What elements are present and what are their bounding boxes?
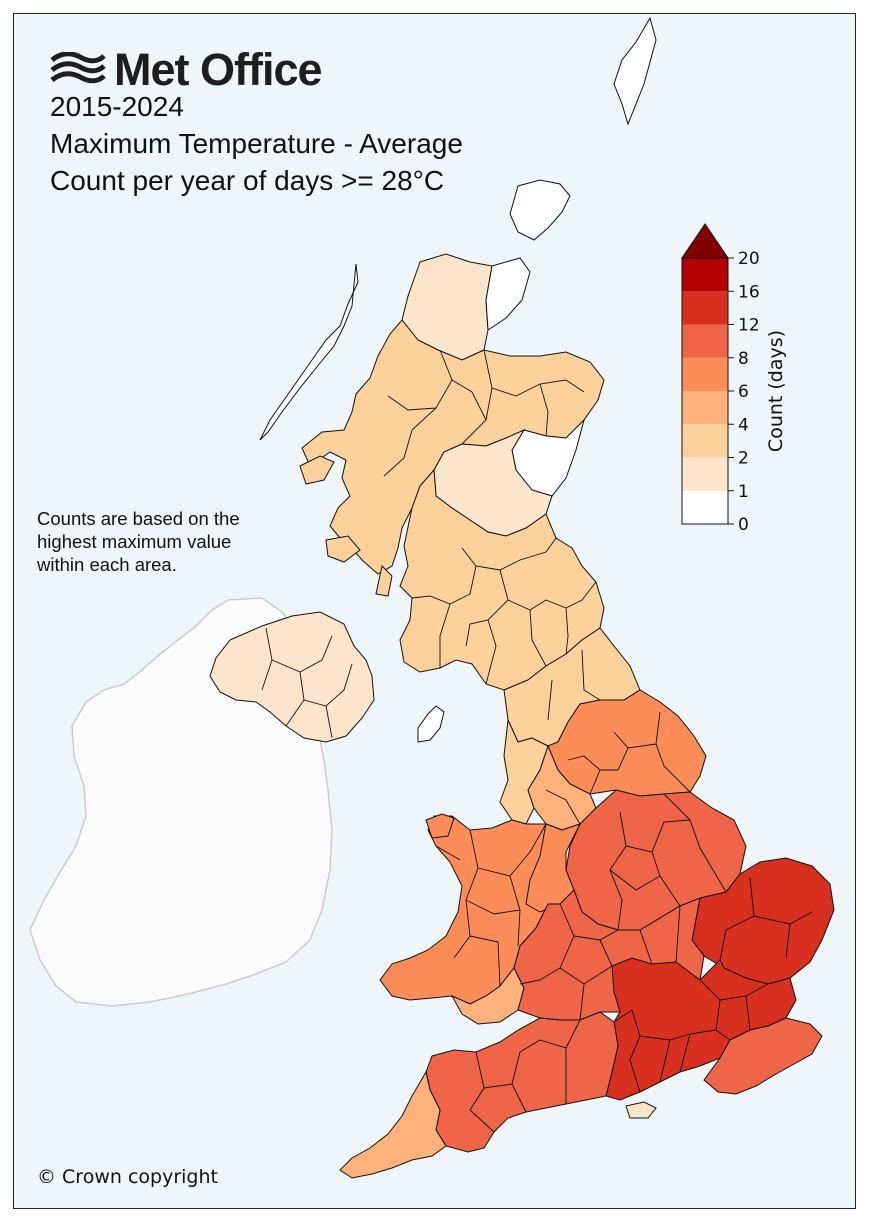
colorbar-bin xyxy=(682,424,728,458)
scotland-highlands xyxy=(301,319,605,575)
colorbar-tick-label: 4 xyxy=(738,415,749,435)
variable-title: Maximum Temperature - Average xyxy=(50,128,463,159)
england-midlands-boundaries xyxy=(609,793,727,931)
met-office-waves-icon xyxy=(50,52,106,84)
note-line: within each area. xyxy=(37,554,177,575)
map-titles: 2015-2024 Maximum Temperature - Average … xyxy=(50,88,463,199)
period-title: 2015-2024 xyxy=(50,91,184,122)
isle-of-man xyxy=(417,705,445,743)
note-line: highest maximum value xyxy=(37,531,232,552)
colorbar-tick-label: 0 xyxy=(738,515,749,535)
anglesey xyxy=(425,813,455,839)
isle-of-wight xyxy=(625,1101,657,1119)
colorbar-bin xyxy=(682,258,728,292)
colorbar-tick-label: 16 xyxy=(738,282,760,302)
east-anglia-boundaries xyxy=(719,877,813,961)
met-office-logo: Met Office xyxy=(50,44,323,96)
sw-boundaries xyxy=(469,1019,581,1133)
shetland xyxy=(613,16,657,126)
cornwall xyxy=(339,1070,447,1179)
crown-copyright: © Crown copyright xyxy=(37,1166,218,1188)
counts-note: Counts are based on the highest maximum … xyxy=(37,507,240,576)
wales-boundaries xyxy=(435,823,547,987)
note-line: Counts are based on the xyxy=(37,508,240,529)
colorbar-over-triangle xyxy=(681,223,729,259)
colorbar-tick-label: 1 xyxy=(738,482,749,502)
colorbar-bin xyxy=(682,324,728,358)
scotland-boundaries xyxy=(383,349,597,685)
colorbar-tick-label: 8 xyxy=(738,349,749,369)
colorbar-bin xyxy=(682,457,728,491)
colorbar-axis-label: Count (days) xyxy=(765,330,787,452)
kent xyxy=(703,1017,823,1095)
colorbar-bin xyxy=(682,391,728,425)
metric-title: Count per year of days >= 28°C xyxy=(50,165,445,196)
skye-mull-islands xyxy=(299,455,393,597)
colorbar-tick-label: 6 xyxy=(738,382,749,402)
colorbar-tick-label: 12 xyxy=(738,316,760,336)
south-boundaries xyxy=(519,903,769,1093)
scotland-far-north-white xyxy=(485,257,531,331)
colorbar-tick-label: 20 xyxy=(738,249,760,269)
colorbar-bin xyxy=(682,490,728,524)
england-boundaries-north xyxy=(545,649,691,825)
colorbar-bin xyxy=(682,291,728,325)
orkney xyxy=(509,179,571,241)
western-isles xyxy=(259,263,359,441)
northern-ireland-region xyxy=(209,611,375,743)
colorbar-bin xyxy=(682,357,728,391)
met-office-logo-text: Met Office xyxy=(114,44,323,95)
colorbar-tick-label: 2 xyxy=(738,449,749,469)
ni-boundaries xyxy=(261,627,353,739)
